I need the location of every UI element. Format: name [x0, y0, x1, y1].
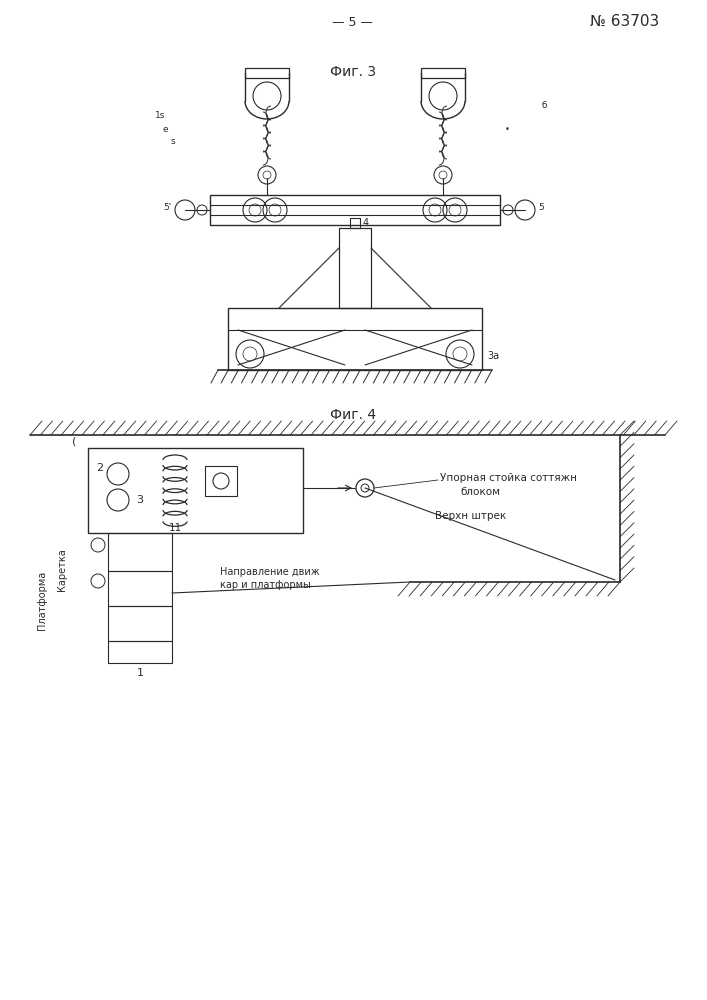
Text: Упорная стойка соттяжн: Упорная стойка соттяжн	[440, 473, 577, 483]
Text: 5': 5'	[164, 202, 172, 212]
Text: е: е	[163, 125, 168, 134]
Text: блоком: блоком	[460, 487, 500, 497]
Text: s: s	[170, 137, 175, 146]
Bar	[210, 195, 500, 225]
Text: 3а: 3а	[487, 351, 499, 361]
Bar	[350, 218, 360, 228]
Text: 4: 4	[363, 218, 369, 228]
Text: 11: 11	[168, 523, 182, 533]
Text: •: •	[505, 125, 510, 134]
Text: б: б	[542, 101, 547, 109]
Text: № 63703: № 63703	[590, 14, 659, 29]
Text: (: (	[72, 437, 76, 447]
Text: Направление движ: Направление движ	[220, 567, 320, 577]
Text: 1: 1	[136, 668, 144, 678]
Text: Фиг. 4: Фиг. 4	[330, 408, 376, 422]
Bar	[88, 448, 303, 533]
Text: — 5 —: — 5 —	[332, 15, 373, 28]
Bar	[245, 68, 289, 78]
Bar	[108, 641, 172, 663]
Text: 2: 2	[96, 463, 103, 473]
Text: Платформа: Платформа	[37, 570, 47, 630]
Text: 1s: 1s	[155, 110, 165, 119]
Text: 3: 3	[136, 495, 144, 505]
Bar	[339, 228, 371, 308]
Text: 5: 5	[538, 202, 544, 212]
Bar	[205, 466, 237, 496]
Bar	[108, 571, 172, 606]
Text: Каретка: Каретка	[57, 549, 67, 591]
Bar	[228, 308, 482, 370]
Text: Верхн штрек: Верхн штрек	[435, 511, 506, 521]
Text: Фиг. 3: Фиг. 3	[330, 65, 376, 79]
Bar	[421, 68, 465, 78]
Bar	[108, 533, 172, 571]
Bar	[108, 606, 172, 641]
Text: кар и платформы: кар и платформы	[220, 580, 311, 590]
